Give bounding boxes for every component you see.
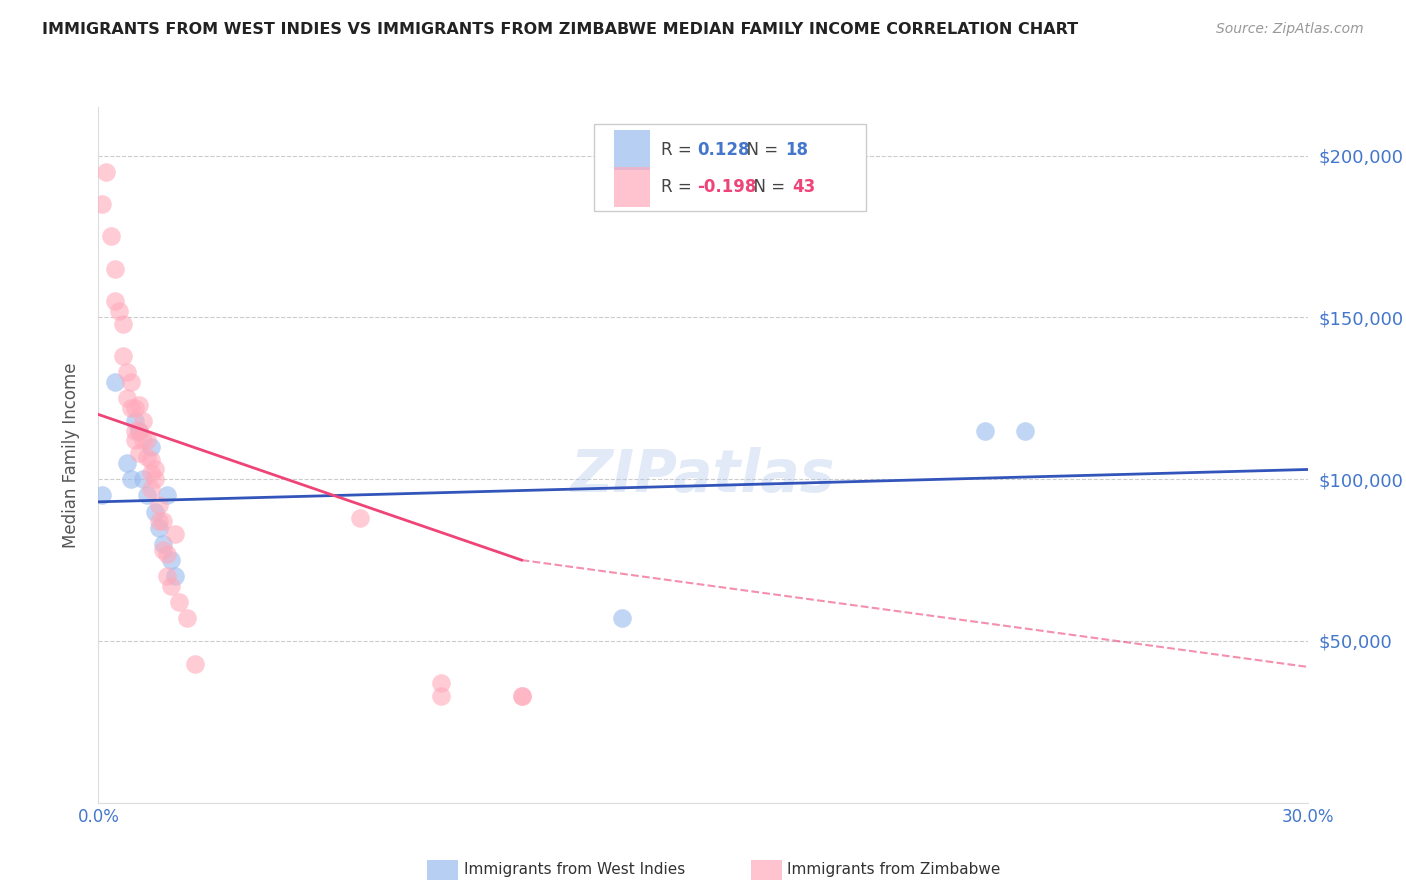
Text: N =: N = <box>735 141 783 160</box>
Point <box>120 375 142 389</box>
Point <box>430 676 453 690</box>
Point <box>107 304 129 318</box>
Point <box>124 434 146 448</box>
Point <box>510 689 533 703</box>
Point <box>160 579 183 593</box>
Text: Immigrants from Zimbabwe: Immigrants from Zimbabwe <box>787 863 1001 877</box>
Point <box>128 424 150 438</box>
Text: Immigrants from West Indies: Immigrants from West Indies <box>464 863 685 877</box>
Point <box>135 488 157 502</box>
Point <box>143 462 166 476</box>
FancyBboxPatch shape <box>613 130 650 170</box>
Point <box>103 375 125 389</box>
Point <box>115 392 138 406</box>
Point <box>111 349 134 363</box>
Point <box>132 472 155 486</box>
Point <box>103 294 125 309</box>
Text: 18: 18 <box>785 141 808 160</box>
Point <box>128 424 150 438</box>
Point <box>120 401 142 415</box>
Point <box>132 434 155 448</box>
Point <box>160 553 183 567</box>
Text: R =: R = <box>661 178 697 196</box>
Point <box>135 434 157 448</box>
FancyBboxPatch shape <box>595 124 866 211</box>
Point <box>135 450 157 464</box>
Point <box>124 424 146 438</box>
Point <box>148 498 170 512</box>
Point <box>100 229 122 244</box>
Point <box>156 569 179 583</box>
Text: ZIPatlas: ZIPatlas <box>571 447 835 504</box>
Point <box>167 595 190 609</box>
Point <box>124 414 146 428</box>
Point <box>156 547 179 561</box>
Point <box>128 398 150 412</box>
Point <box>163 569 186 583</box>
Point <box>612 611 634 625</box>
Point <box>974 424 997 438</box>
Text: IMMIGRANTS FROM WEST INDIES VS IMMIGRANTS FROM ZIMBABWE MEDIAN FAMILY INCOME COR: IMMIGRANTS FROM WEST INDIES VS IMMIGRANT… <box>42 22 1078 37</box>
Point <box>152 543 174 558</box>
Point <box>103 261 125 276</box>
Point <box>139 452 162 467</box>
Point <box>510 689 533 703</box>
Point <box>128 446 150 460</box>
Point <box>176 611 198 625</box>
Text: 43: 43 <box>793 178 815 196</box>
Point <box>111 317 134 331</box>
Point <box>148 514 170 528</box>
Point <box>115 365 138 379</box>
Point <box>139 466 162 480</box>
Y-axis label: Median Family Income: Median Family Income <box>62 362 80 548</box>
Point <box>124 401 146 415</box>
Point <box>349 511 371 525</box>
Point <box>139 482 162 496</box>
Point <box>148 521 170 535</box>
Text: N =: N = <box>742 178 790 196</box>
Point <box>115 456 138 470</box>
FancyBboxPatch shape <box>613 168 650 207</box>
Point <box>163 527 186 541</box>
Point <box>132 414 155 428</box>
Text: Source: ZipAtlas.com: Source: ZipAtlas.com <box>1216 22 1364 37</box>
Text: -0.198: -0.198 <box>697 178 756 196</box>
Point <box>152 514 174 528</box>
Point <box>143 472 166 486</box>
Point <box>120 472 142 486</box>
Point <box>139 440 162 454</box>
Point <box>430 689 453 703</box>
Point <box>1014 424 1036 438</box>
Text: R =: R = <box>661 141 697 160</box>
Point <box>91 197 114 211</box>
Point <box>91 488 114 502</box>
Point <box>96 165 118 179</box>
Text: 0.128: 0.128 <box>697 141 749 160</box>
Point <box>152 537 174 551</box>
Point <box>143 504 166 518</box>
Point <box>184 657 207 671</box>
Point <box>156 488 179 502</box>
